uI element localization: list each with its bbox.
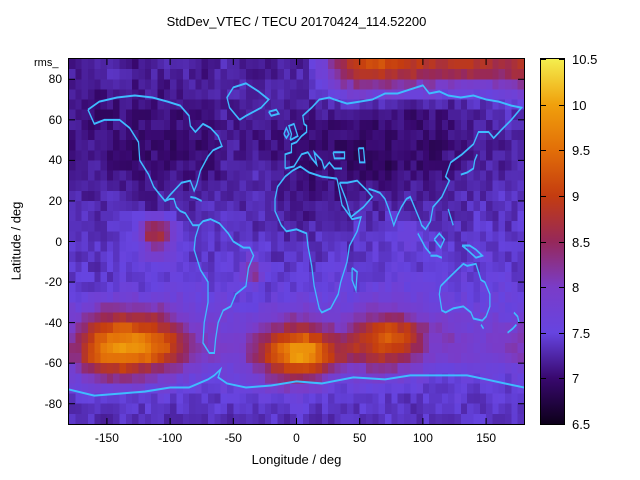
coastline-south-america bbox=[193, 218, 255, 355]
colorbar-tick-label: 10 bbox=[572, 97, 587, 113]
y-tick-label: -40 bbox=[44, 315, 62, 330]
colorbar-tick-mark bbox=[559, 196, 564, 197]
colorbar-tick-label: 7.5 bbox=[572, 325, 591, 341]
colorbar-tick-mark bbox=[559, 424, 564, 425]
colorbar-tick-mark bbox=[541, 287, 546, 288]
coastline-mediterranean bbox=[285, 149, 342, 171]
colorbar-tick-label: 8 bbox=[572, 280, 580, 296]
colorbar bbox=[540, 58, 565, 425]
coastline-asia bbox=[334, 84, 524, 231]
colorbar-tick-mark bbox=[559, 287, 564, 288]
y-tick-label: -60 bbox=[44, 356, 62, 371]
plot-area bbox=[68, 58, 525, 425]
coastline-europe bbox=[284, 96, 335, 169]
chart-title: StdDev_VTEC / TECU 20170424_114.52200 bbox=[166, 14, 427, 29]
colorbar-tick-mark bbox=[541, 378, 546, 379]
y-tick-label: 40 bbox=[48, 153, 62, 168]
coastline-sumatra bbox=[417, 232, 431, 255]
coastline-cuba bbox=[190, 195, 202, 202]
x-tick-label: -100 bbox=[158, 431, 183, 445]
colorbar-tick-mark bbox=[559, 150, 564, 151]
colorbar-tick-label: 9 bbox=[572, 188, 580, 204]
coastline-arabia bbox=[338, 179, 374, 219]
colorbar-tick-label: 10.5 bbox=[572, 52, 598, 67]
coastline-new-zealand-south bbox=[507, 323, 517, 334]
coastlines-overlay bbox=[69, 82, 524, 397]
x-tick-label: 100 bbox=[412, 431, 433, 445]
coastline-ireland bbox=[283, 126, 290, 140]
y-tick-label: 60 bbox=[48, 112, 62, 127]
colorbar-tick-mark bbox=[559, 378, 564, 379]
x-tick-label: 50 bbox=[353, 431, 367, 445]
coastline-central-america bbox=[164, 197, 200, 227]
colorbar-tick-mark bbox=[559, 242, 564, 243]
colorbar-tick-mark bbox=[559, 59, 564, 60]
colorbar-tick-mark bbox=[541, 150, 546, 151]
colorbar-tick-mark bbox=[541, 333, 546, 334]
coastline-java bbox=[430, 254, 443, 259]
colorbar-tick-label: 9.5 bbox=[572, 143, 591, 159]
coastline-new-guinea bbox=[461, 244, 485, 259]
coastline-greenland bbox=[226, 82, 270, 121]
coastline-japan bbox=[460, 153, 478, 176]
coastline-borneo bbox=[433, 232, 446, 250]
coastline-tasmania bbox=[480, 323, 485, 330]
coastline-iceland bbox=[268, 108, 281, 117]
coastline-antarctica bbox=[69, 366, 524, 397]
y-tick-label: 80 bbox=[48, 72, 62, 87]
colorbar-tick-mark bbox=[559, 333, 564, 334]
heatmap-canvas bbox=[69, 59, 524, 424]
axis-ticks-overlay bbox=[69, 59, 524, 424]
y-tick-label: -20 bbox=[44, 275, 62, 290]
coastline-australia bbox=[438, 262, 491, 322]
colorbar-tick-label: 7 bbox=[572, 371, 580, 387]
x-tick-label: -150 bbox=[94, 431, 119, 445]
x-tick-label: 150 bbox=[476, 431, 497, 445]
coastline-black-sea bbox=[332, 151, 346, 160]
colorbar-tick-mark bbox=[541, 242, 546, 243]
coastline-north-america bbox=[87, 94, 223, 203]
x-tick-label: 0 bbox=[293, 431, 300, 445]
colorbar-tick-mark bbox=[541, 196, 546, 197]
colorbar-tick-mark bbox=[541, 59, 546, 60]
coastline-africa bbox=[274, 165, 362, 314]
x-tick-label: -50 bbox=[224, 431, 242, 445]
coastline-madagascar bbox=[351, 266, 358, 294]
x-axis-title: Longitude / deg bbox=[251, 452, 342, 467]
y-tick-label: 20 bbox=[48, 193, 62, 208]
colorbar-tick-mark bbox=[541, 105, 546, 106]
colorbar-tick-mark bbox=[559, 105, 564, 106]
coastline-britain bbox=[287, 122, 299, 142]
colorbar-tick-mark bbox=[541, 424, 546, 425]
colorbar-tick-label: 8.5 bbox=[572, 234, 591, 250]
y-tick-label: 0 bbox=[55, 234, 62, 249]
coastline-new-zealand-north bbox=[513, 311, 520, 323]
colorbar-tick-label: 6.5 bbox=[572, 417, 591, 432]
coastline-caspian-sea bbox=[357, 147, 366, 164]
coastline-philippines bbox=[447, 208, 454, 226]
stray-text-label: rms_ bbox=[34, 57, 59, 69]
y-tick-label: -80 bbox=[44, 396, 62, 411]
